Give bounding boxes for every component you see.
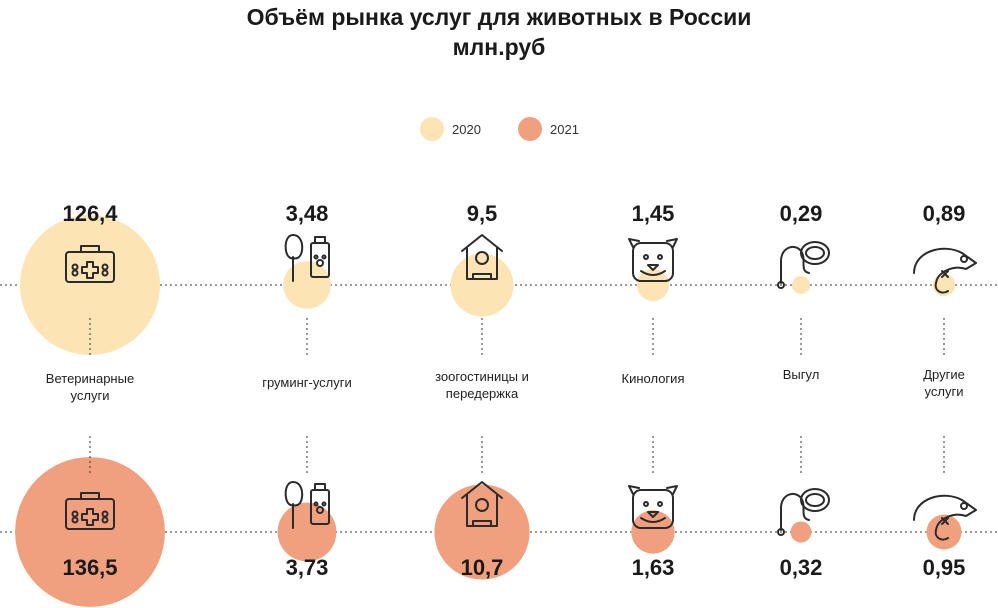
value-label-2020-1: 126,4 <box>62 201 118 226</box>
category-label-6: Другие услуги <box>923 367 965 399</box>
bubble-2021-3 <box>434 484 530 580</box>
category-label-1: Ветеринарные услуги <box>45 371 135 403</box>
legend-item-2020: 2020 <box>420 116 481 142</box>
pet-house-icon-2021 <box>461 481 503 527</box>
value-label-2021-4: 1,63 <box>632 555 675 580</box>
bubble-2020-1 <box>20 215 160 355</box>
chart-title: Объём рынка услуг для животных в России <box>246 4 752 30</box>
leash-collar-icon-2020 <box>777 241 830 289</box>
bubble-2020-4 <box>636 268 670 302</box>
bubble-2021-1 <box>15 457 165 607</box>
pet-house-icon-2020 <box>461 234 503 280</box>
leash-collar-icon-2021 <box>777 488 830 536</box>
chameleon-icon-2021 <box>913 494 977 541</box>
bubble-2021-2 <box>277 502 337 562</box>
value-label-2020-5: 0,29 <box>780 201 823 226</box>
grooming-icon-2021 <box>284 481 330 529</box>
bubble-2021-5 <box>790 521 812 543</box>
value-label-2021-2: 3,73 <box>286 555 329 580</box>
bubble-2021-6 <box>926 514 962 550</box>
chart-subtitle: млн.руб <box>452 34 546 60</box>
value-label-2020-6: 0,89 <box>923 201 966 226</box>
legend-swatch-2021 <box>518 117 542 141</box>
grooming-icon-2020 <box>284 234 330 282</box>
value-label-2021-1: 136,5 <box>62 555 117 580</box>
value-label-2020-3: 9,5 <box>467 201 498 226</box>
dog-face-icon-2021 <box>628 485 678 529</box>
legend-swatch-2020 <box>420 117 444 141</box>
category-label-3: зоогостиницы и передержка <box>435 369 529 401</box>
bubble-2020-3 <box>450 253 514 317</box>
value-label-2020-4: 1,45 <box>632 201 675 226</box>
bubble-2020-5 <box>791 275 811 295</box>
category-label-2: груминг-услуги <box>262 375 352 390</box>
category-label-5: Выгул <box>782 367 820 382</box>
legend-label-2021: 2021 <box>550 121 579 137</box>
legend-item-2021: 2021 <box>518 116 579 142</box>
value-label-2021-5: 0,32 <box>780 555 823 580</box>
bubble-2020-2 <box>283 261 331 309</box>
vet-kit-icon-2021 <box>65 492 115 530</box>
bubble-2020-6 <box>932 273 956 297</box>
bubble-2021-4 <box>631 510 675 554</box>
legend-label-2020: 2020 <box>452 121 481 137</box>
vet-kit-icon-2020 <box>65 245 115 283</box>
dog-face-icon-2020 <box>628 238 678 282</box>
category-label-4: Кинология <box>621 371 685 386</box>
value-label-2021-6: 0,95 <box>923 555 966 580</box>
value-label-2021-3: 10,7 <box>461 555 504 580</box>
chameleon-icon-2020 <box>913 247 977 294</box>
value-label-2020-2: 3,48 <box>286 201 329 226</box>
